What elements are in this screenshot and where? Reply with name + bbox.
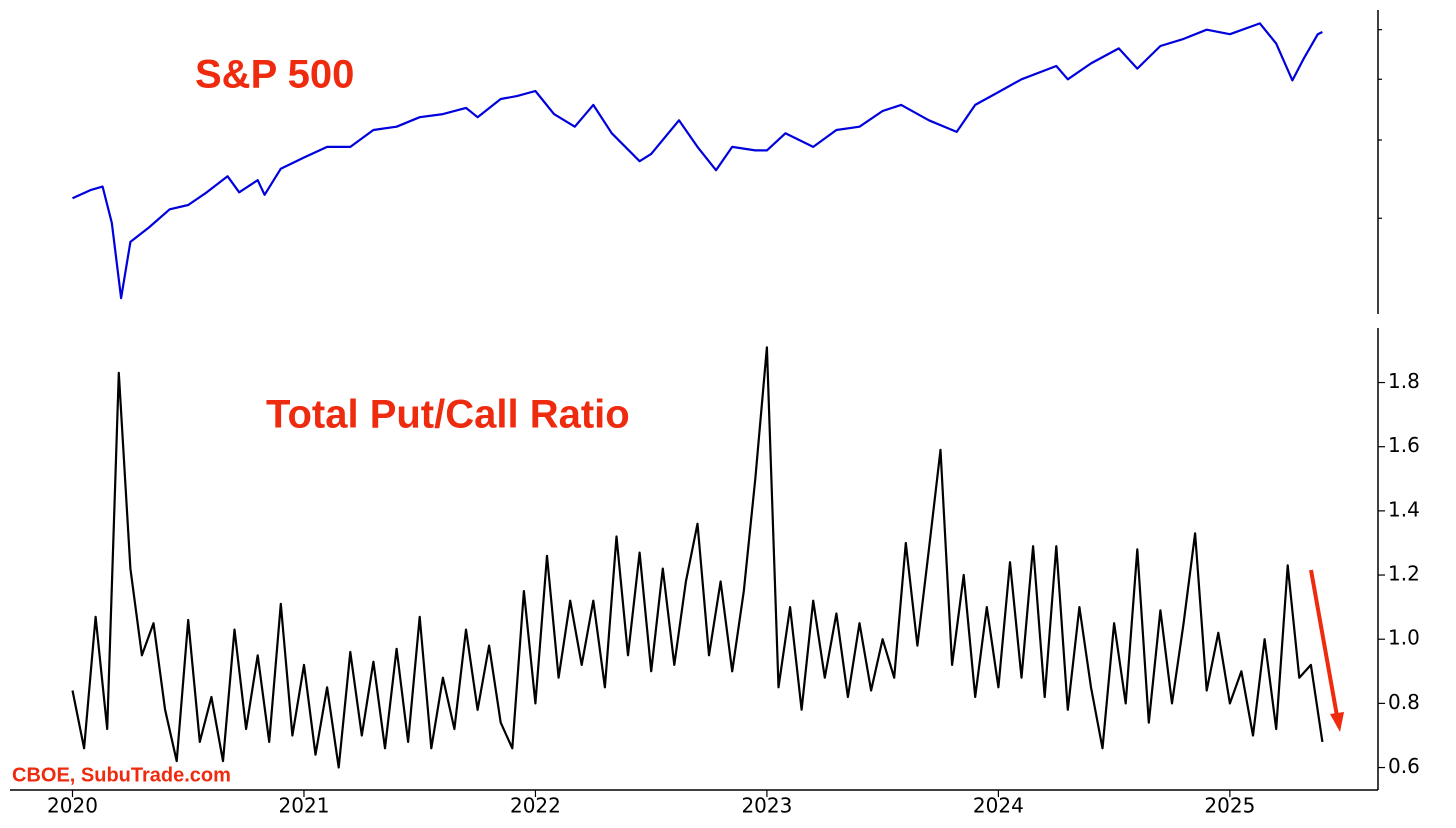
y-tick-label: 0.6 (1388, 754, 1420, 778)
y-tick-label: 1.8 (1388, 369, 1420, 393)
y-tick-label: 1.2 (1388, 562, 1420, 586)
arrow-shaft (1309, 569, 1339, 717)
source-note: CBOE, SubuTrade.com (12, 764, 231, 786)
panel-title: S&P 500 (195, 53, 354, 97)
x-tick-label: 2023 (741, 794, 792, 818)
y-tick-label: 1.6 (1388, 433, 1420, 457)
y-tick-label: 1.4 (1388, 497, 1420, 521)
arrow-head (1330, 712, 1344, 732)
x-tick-label: 2021 (279, 794, 330, 818)
y-tick-label: 1.0 (1388, 626, 1420, 650)
x-tick-label: 2025 (1204, 794, 1255, 818)
data-line (72, 22, 1323, 300)
data-line (71, 346, 1324, 769)
x-tick-label: 2022 (510, 794, 561, 818)
x-tick-label: 2020 (47, 794, 98, 818)
y-tick-label: 0.8 (1388, 690, 1420, 714)
x-tick-label: 2024 (973, 794, 1024, 818)
panel-title: Total Put/Call Ratio (266, 393, 630, 437)
